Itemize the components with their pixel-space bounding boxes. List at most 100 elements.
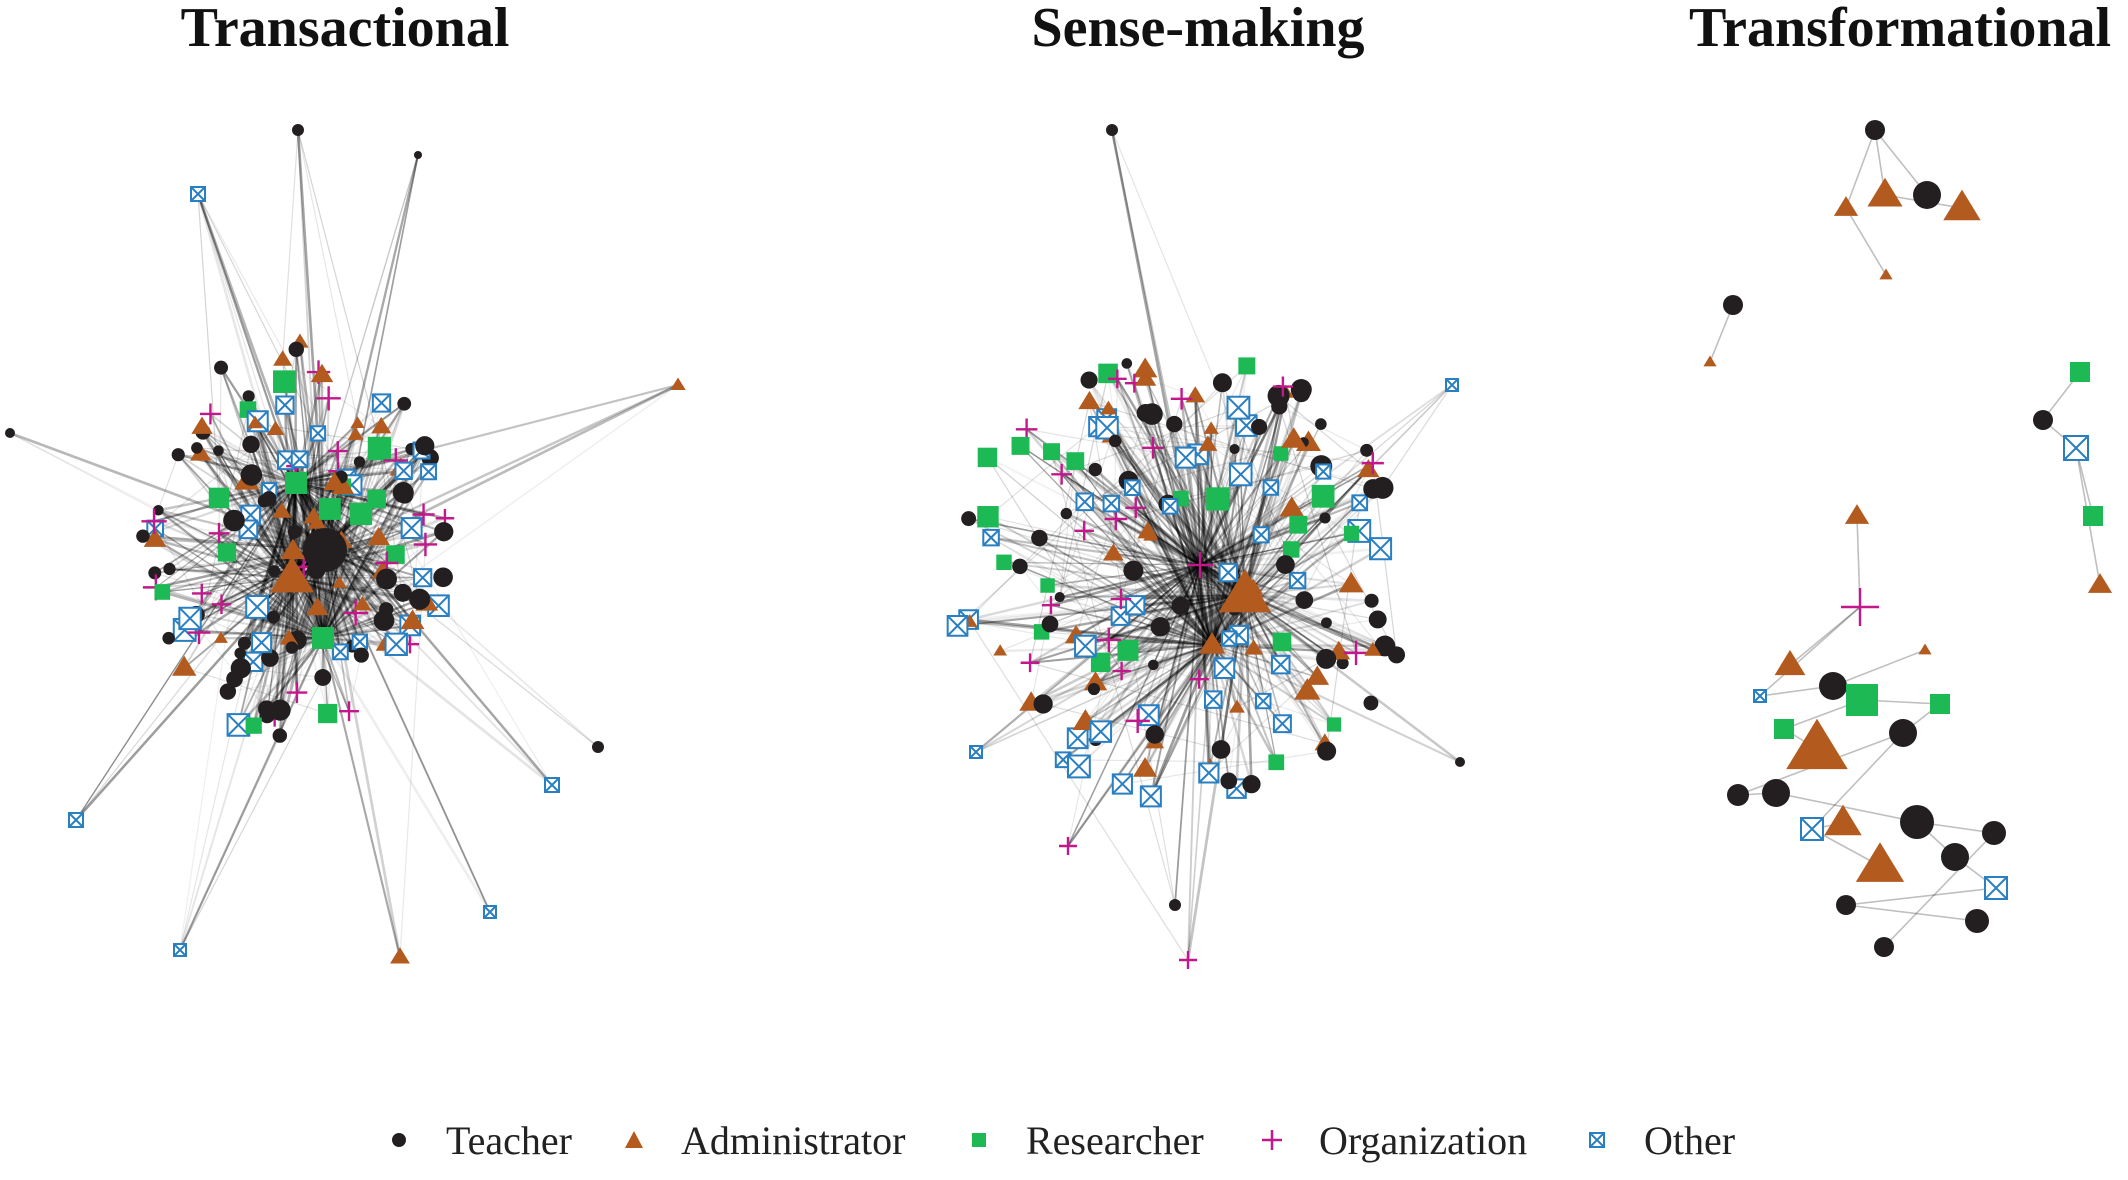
network-edge xyxy=(209,413,294,579)
network-edge xyxy=(1145,378,1326,744)
network-edge xyxy=(1244,530,1360,596)
network-edge xyxy=(265,637,324,710)
organization-node xyxy=(1125,708,1150,734)
researcher-node xyxy=(318,703,338,724)
other-node xyxy=(1075,492,1095,512)
network-edge xyxy=(322,598,421,640)
network-edge xyxy=(1154,564,1201,743)
researcher-square-icon xyxy=(972,1133,986,1147)
teacher-node xyxy=(1108,434,1122,448)
legend-label-other: Other xyxy=(1644,1117,1736,1163)
teacher-node xyxy=(392,481,414,504)
teacher-node xyxy=(1088,462,1102,477)
other-node xyxy=(1110,606,1131,626)
network-edge xyxy=(255,422,422,452)
network-edge xyxy=(1196,454,1214,646)
network-edge xyxy=(1099,643,1213,733)
network-edge xyxy=(1199,564,1319,678)
network-edge xyxy=(1065,512,1246,597)
network-edge xyxy=(1199,564,1231,639)
network-edge xyxy=(1135,594,1246,607)
teacher-node xyxy=(433,567,453,588)
network-edge xyxy=(179,577,293,951)
network-edge xyxy=(142,535,324,639)
researcher-node xyxy=(386,545,405,564)
teacher-node xyxy=(1762,779,1790,807)
network-edge xyxy=(1047,535,1151,587)
network-edge xyxy=(1107,372,1246,596)
network-edge xyxy=(1244,502,1361,596)
teacher-node xyxy=(1865,120,1885,140)
network-edge xyxy=(399,544,427,958)
network-edge xyxy=(987,515,1213,646)
network-edge xyxy=(1059,564,1201,599)
administrator-node xyxy=(993,644,1008,656)
network-edge xyxy=(1180,398,1202,566)
other-node xyxy=(384,632,408,657)
network-edge xyxy=(237,637,324,726)
network-edge xyxy=(321,637,492,913)
teacher-node xyxy=(1169,899,1181,911)
network-edge xyxy=(1106,427,1213,646)
teacher-node xyxy=(285,641,298,654)
researcher-node xyxy=(208,487,230,509)
teacher-node xyxy=(1913,181,1941,209)
network-edge xyxy=(1003,561,1246,596)
teacher-node xyxy=(1982,821,2006,845)
teacher-node xyxy=(288,341,304,358)
network-edge xyxy=(1211,487,1272,646)
network-edge xyxy=(295,482,299,641)
network-edge xyxy=(295,451,424,485)
other-node xyxy=(371,393,392,413)
network-edge xyxy=(291,154,419,579)
administrator-node xyxy=(1833,196,1859,216)
network-edge xyxy=(248,485,344,530)
network-edge xyxy=(968,619,1189,961)
teacher-node xyxy=(1220,772,1238,790)
network-edge xyxy=(1084,501,1213,646)
administrator-node xyxy=(247,415,263,429)
researcher-node xyxy=(1090,652,1111,673)
teacher-node xyxy=(1364,593,1379,608)
network-edge xyxy=(1059,444,1209,598)
administrator-node xyxy=(371,416,392,434)
network-edge xyxy=(975,564,1201,753)
network-edge xyxy=(1093,384,1453,690)
administrator-node xyxy=(280,538,306,560)
administrator-node xyxy=(1132,357,1158,378)
other-node xyxy=(969,745,983,759)
teacher-node xyxy=(148,566,162,580)
administrator-node xyxy=(390,947,410,964)
network-edge xyxy=(157,509,324,639)
network-edge xyxy=(1187,564,1201,961)
network-edge xyxy=(273,482,298,718)
network-edge xyxy=(1099,564,1202,733)
network-edge xyxy=(184,482,297,631)
teacher-node xyxy=(1150,617,1170,637)
other-node xyxy=(1137,704,1160,727)
network-edge xyxy=(1077,564,1201,739)
network-edge xyxy=(1127,643,1213,652)
network-edge xyxy=(322,513,362,639)
network-edge xyxy=(322,620,413,639)
other-node xyxy=(2063,435,2089,461)
teacher-node xyxy=(397,396,412,411)
network-edge xyxy=(1050,604,1213,646)
other-node xyxy=(1218,562,1238,583)
other-node xyxy=(1228,462,1253,487)
network-edge xyxy=(299,445,425,460)
researcher-node xyxy=(977,447,998,468)
network-edge xyxy=(990,537,1121,617)
other-node xyxy=(190,186,206,202)
teacher-node xyxy=(376,568,397,590)
network-edge xyxy=(201,577,293,595)
organization-node xyxy=(412,503,435,526)
nodes-layer xyxy=(5,120,2113,969)
network-edge xyxy=(1207,644,1214,773)
network-edge xyxy=(295,448,412,484)
network-edge xyxy=(295,482,428,605)
administrator-node xyxy=(213,631,228,643)
network-edge xyxy=(1094,643,1213,741)
teacher-node xyxy=(373,610,395,631)
other-node xyxy=(1315,463,1332,480)
